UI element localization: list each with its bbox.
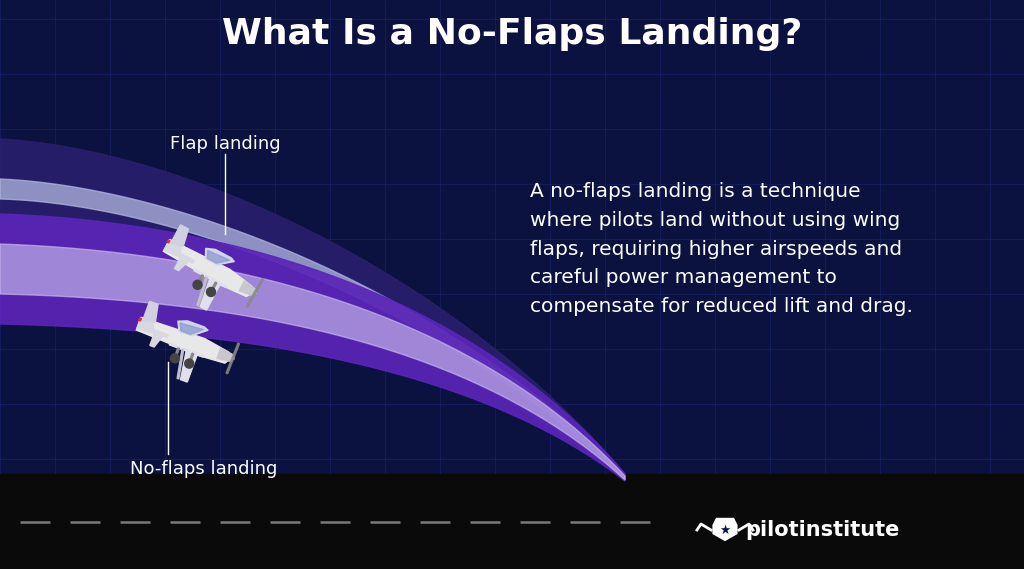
Circle shape [193,281,202,289]
Text: pilotinstitute: pilotinstitute [745,520,899,540]
Text: No-flaps landing: No-flaps landing [130,460,278,478]
Polygon shape [139,318,141,321]
Polygon shape [208,250,230,263]
Polygon shape [164,242,181,257]
Polygon shape [177,349,183,379]
Polygon shape [197,277,207,306]
Polygon shape [140,325,168,347]
Polygon shape [0,214,625,481]
Polygon shape [713,518,737,541]
Polygon shape [210,282,217,292]
Polygon shape [194,269,226,310]
Text: Flap landing: Flap landing [170,135,281,153]
Polygon shape [171,225,188,246]
Polygon shape [246,278,264,307]
Polygon shape [240,281,256,295]
Polygon shape [167,240,170,243]
Polygon shape [0,139,625,481]
Polygon shape [217,348,234,361]
Polygon shape [0,179,625,479]
Text: What Is a No-Flaps Landing?: What Is a No-Flaps Landing? [222,17,802,51]
Polygon shape [178,321,208,336]
Polygon shape [206,248,234,265]
Circle shape [207,287,215,296]
Polygon shape [188,353,194,364]
Polygon shape [174,348,179,358]
Polygon shape [169,343,204,382]
Polygon shape [226,343,240,374]
Polygon shape [164,240,254,296]
Bar [0,474,1024,569]
Polygon shape [180,323,204,335]
Polygon shape [197,275,204,285]
Text: 🛡: 🛡 [719,521,731,539]
Text: A no-flaps landing is a technique
where pilots land without using wing
flaps, re: A no-flaps landing is a technique where … [530,182,912,316]
Circle shape [184,359,194,368]
Polygon shape [0,244,625,480]
Polygon shape [167,247,195,271]
Polygon shape [136,318,231,363]
Polygon shape [142,302,158,323]
Circle shape [170,354,179,363]
Text: ★: ★ [719,523,730,537]
Polygon shape [137,320,155,333]
